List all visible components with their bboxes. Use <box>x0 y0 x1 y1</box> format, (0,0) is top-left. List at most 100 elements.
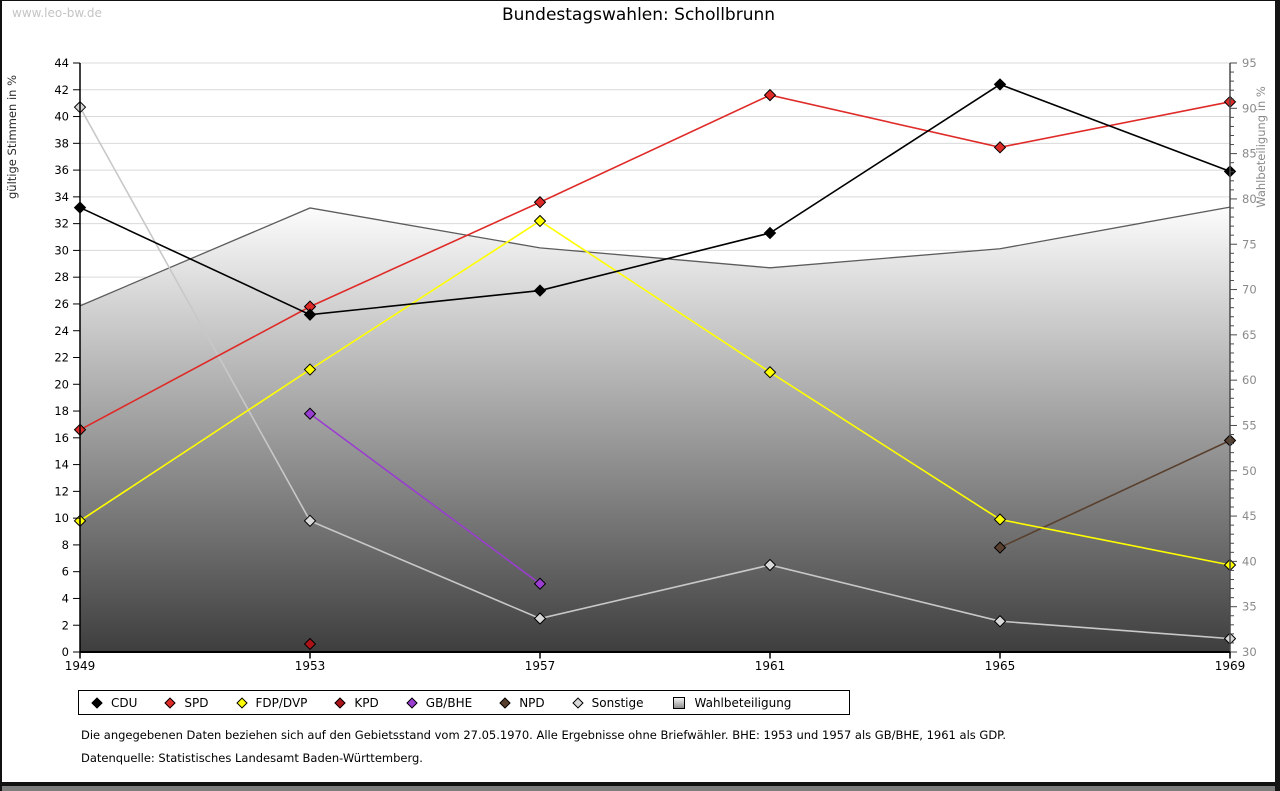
series-Sonstige <box>73 100 1237 645</box>
marker-FDP/DVP-1969 <box>1223 558 1237 572</box>
svg-text:22: 22 <box>54 351 69 365</box>
marker-SPD-1953 <box>303 300 317 313</box>
svg-text:30: 30 <box>1242 645 1257 659</box>
series-KPD <box>303 637 317 651</box>
svg-text:26: 26 <box>54 297 69 311</box>
svg-text:44: 44 <box>54 56 69 70</box>
svg-text:45: 45 <box>1242 509 1257 523</box>
legend-item-sonstige: Sonstige <box>571 695 644 710</box>
svg-text:55: 55 <box>1242 418 1257 432</box>
kpd-diamond-icon <box>334 696 347 709</box>
series-CDU <box>73 78 1237 321</box>
participation-edge <box>79 206 1231 307</box>
legend-label: CDU <box>111 695 138 710</box>
wahlbeteiligung-area-icon <box>672 696 685 709</box>
gb-bhe-diamond-icon <box>406 696 418 709</box>
svg-text:36: 36 <box>54 163 69 177</box>
watermark: www.leo-bw.de <box>12 6 102 20</box>
axes: 0246810121416182022242628303234363840424… <box>54 56 1256 673</box>
svg-text:1965: 1965 <box>985 659 1016 673</box>
marker-Sonstige-1957 <box>533 612 547 625</box>
footnote-line-2: Datenquelle: Statistisches Landesamt Bad… <box>81 751 423 765</box>
marker-Sonstige-1953 <box>303 514 317 528</box>
svg-text:18: 18 <box>54 404 69 418</box>
marker-CDU-1953 <box>303 308 317 321</box>
svg-text:90: 90 <box>1242 101 1257 115</box>
gridlines <box>80 62 1230 626</box>
svg-text:28: 28 <box>54 270 69 284</box>
marker-FDP/DVP-1949 <box>73 514 87 528</box>
series-NPD <box>993 434 1237 554</box>
svg-text:42: 42 <box>54 83 69 97</box>
npd-diamond-icon <box>499 696 511 709</box>
marker-Sonstige-1969 <box>1223 632 1237 645</box>
marker-Sonstige-1961 <box>763 558 777 572</box>
legend-item-gb-bhe: GB/BHE <box>406 695 473 710</box>
svg-text:50: 50 <box>1242 464 1257 478</box>
svg-text:1949: 1949 <box>65 659 96 673</box>
marker-SPD-1969 <box>1223 95 1237 109</box>
spd-diamond-icon <box>164 696 177 709</box>
fdp-diamond-icon <box>235 696 248 709</box>
svg-text:16: 16 <box>54 431 69 445</box>
marker-SPD-1965 <box>993 141 1007 154</box>
svg-text:40: 40 <box>1242 554 1257 568</box>
legend-label: KPD <box>354 695 379 710</box>
svg-text:4: 4 <box>62 591 69 605</box>
marker-FDP/DVP-1965 <box>993 513 1007 526</box>
svg-text:6: 6 <box>62 565 69 579</box>
svg-text:2: 2 <box>62 618 69 632</box>
svg-text:30: 30 <box>54 243 69 257</box>
marker-FDP/DVP-1961 <box>763 366 777 379</box>
svg-text:12: 12 <box>54 484 69 498</box>
svg-text:1957: 1957 <box>525 659 556 673</box>
svg-text:1969: 1969 <box>1215 659 1246 673</box>
marker-GB/BHE-1957 <box>533 577 547 590</box>
svg-text:65: 65 <box>1242 328 1257 342</box>
bottom-border <box>2 782 1275 786</box>
marker-NPD-1969 <box>1223 434 1237 447</box>
marker-NPD-1965 <box>993 541 1007 554</box>
marker-CDU-1949 <box>73 201 87 214</box>
marker-SPD-1961 <box>763 88 777 102</box>
participation-area <box>80 207 1230 652</box>
legend-item-wahlbeteiligung: Wahlbeteiligung <box>672 696 791 710</box>
svg-text:1953: 1953 <box>295 659 326 673</box>
svg-text:85: 85 <box>1242 147 1257 161</box>
marker-Sonstige-1965 <box>993 615 1007 628</box>
marker-FDP/DVP-1953 <box>303 363 317 376</box>
legend-item-kpd: KPD <box>334 695 379 710</box>
sonstige-diamond-icon <box>571 696 584 709</box>
svg-text:35: 35 <box>1242 600 1257 614</box>
svg-text:10: 10 <box>54 511 69 525</box>
legend-label: GB/BHE <box>425 695 473 710</box>
svg-text:70: 70 <box>1242 283 1257 297</box>
legend-label: NPD <box>519 695 545 710</box>
svg-text:40: 40 <box>54 110 69 124</box>
marker-KPD-1953 <box>303 637 317 651</box>
left-axis-title: gültige Stimmen in % <box>5 75 19 199</box>
chart-legend: CDU SPD FDP/DVP KPD GB/BHE NPD Sonstige <box>78 690 850 715</box>
svg-text:95: 95 <box>1242 56 1257 70</box>
svg-text:8: 8 <box>62 538 69 552</box>
svg-text:20: 20 <box>54 377 69 391</box>
svg-text:32: 32 <box>54 217 69 231</box>
series-SPD <box>73 88 1237 436</box>
svg-text:75: 75 <box>1242 237 1257 251</box>
footnote-line-1: Die angegebenen Daten beziehen sich auf … <box>81 728 1006 742</box>
svg-text:0: 0 <box>62 645 69 659</box>
svg-text:60: 60 <box>1242 373 1257 387</box>
svg-text:80: 80 <box>1242 192 1257 206</box>
legend-label: Sonstige <box>591 695 644 710</box>
marker-CDU-1957 <box>533 284 547 297</box>
marker-CDU-1965 <box>993 78 1007 91</box>
legend-item-npd: NPD <box>499 695 545 710</box>
page-title: Bundestagswahlen: Schollbrunn <box>501 5 776 25</box>
marker-GB/BHE-1953 <box>303 407 317 420</box>
marker-SPD-1957 <box>533 196 547 209</box>
series-GB/BHE <box>303 407 547 590</box>
legend-label: SPD <box>184 695 209 710</box>
legend-item-fdp-dvp: FDP/DVP <box>235 696 307 710</box>
